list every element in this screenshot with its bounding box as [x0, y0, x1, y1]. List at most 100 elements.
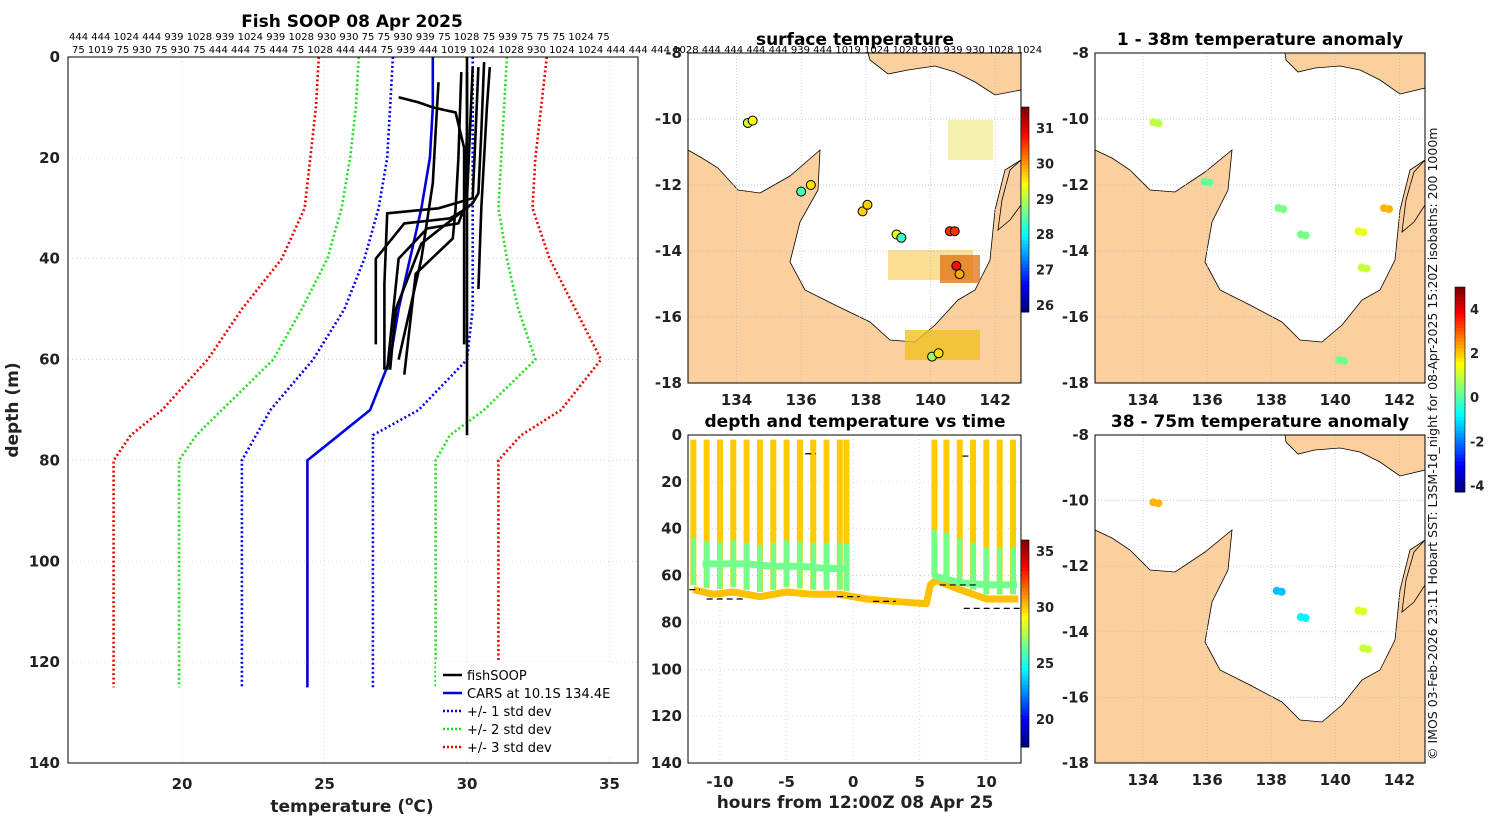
profile-line-fishsoop: [398, 96, 466, 345]
surface-xtick-label: 136: [785, 391, 816, 409]
profile-ytick-label: 100: [29, 552, 60, 570]
profile-axes-box: [67, 56, 639, 764]
time-cbar-segment: [1021, 681, 1029, 686]
time-xtick-label: -10: [706, 773, 733, 791]
time-cbar-segment: [1021, 640, 1029, 644]
time-cbar-segment: [1021, 736, 1029, 741]
surface-cbar-segment: [1021, 305, 1029, 310]
profile-line-fishsoop: [477, 67, 492, 290]
time-panel: depth and temperature vs time -10 -5 0 5 100…: [651, 412, 1054, 813]
time-cbar-segment: [1021, 553, 1029, 558]
time-cbar-segment: [1021, 577, 1029, 582]
surface-cbar-segment: [1021, 141, 1029, 146]
time-ytick-label: 60: [661, 567, 682, 585]
time-cbar-segment: [1021, 543, 1029, 548]
time-cbar-segment: [1021, 671, 1029, 676]
time-cbar-segment: [1021, 602, 1029, 607]
profile-legend: fishSOOP CARS at 10.1S 134.4E +/- 1 std …: [436, 662, 611, 756]
anom2-ticks: 134 136 138 140 142 -8 -10 -12 -14 -16 -18: [1062, 426, 1415, 789]
anom-cbar-tick: -4: [1470, 479, 1484, 494]
legend-label-std1: +/- 1 std dev: [467, 705, 552, 720]
anom2-xtick-label: 136: [1191, 771, 1222, 789]
legend-label-std3: +/- 3 std dev: [467, 741, 552, 756]
time-cbar-segment: [1021, 626, 1029, 631]
surface-xtick-label: 138: [850, 391, 881, 409]
time-cbar-segment: [1021, 615, 1029, 620]
surface-cbar-segment: [1021, 206, 1029, 210]
time-cbar-segment: [1021, 715, 1029, 720]
profile-line-std1: [371, 57, 475, 688]
profile-ticks: 20 25 30 35 0 20 40 60 80 100 120 140: [29, 48, 620, 793]
anom-cbar-segment: [1455, 420, 1465, 425]
anom-cbar-segment: [1455, 355, 1465, 360]
profile-lines: [112, 56, 603, 688]
surface-cbar-tick: 26: [1036, 299, 1054, 314]
anom-cbar-segment: [1455, 324, 1465, 329]
anom-cbar-segment: [1455, 427, 1465, 431]
surface-point: [857, 206, 868, 217]
surface-colorbar: 31 30 29 28 27 26: [1020, 106, 1054, 314]
time-cbar-segment: [1021, 540, 1029, 544]
time-cbar-segment: [1021, 733, 1029, 738]
surface-cbar-segment: [1021, 134, 1029, 139]
surface-cbar-segment: [1021, 301, 1029, 306]
anom-cbar-segment: [1455, 464, 1465, 469]
anom-cbar-segment: [1455, 365, 1465, 370]
surface-ytick-label: -12: [655, 176, 682, 194]
profile-xtick-label: 25: [314, 775, 335, 793]
time-cbar-segment: [1021, 657, 1029, 662]
surface-points: [742, 115, 965, 362]
anom-cbar-segment: [1455, 310, 1465, 315]
time-cbar-segment: [1021, 557, 1029, 562]
anom-cbar-segment: [1455, 471, 1465, 476]
surface-cbar-segment: [1021, 271, 1029, 275]
surface-xtick-label: 142: [979, 391, 1010, 409]
anom-cbar-segment: [1455, 290, 1465, 295]
anom-cbar-segment: [1455, 423, 1465, 428]
time-cbar-segment: [1021, 643, 1029, 648]
profile-xlabel-end: C): [413, 797, 433, 817]
surface-cbar-segment: [1021, 124, 1029, 128]
anom1-point: [1301, 231, 1310, 240]
anom-cbar-segment: [1455, 488, 1465, 493]
anom-cbar-segment: [1455, 300, 1465, 305]
time-xtick-label: -5: [778, 773, 795, 791]
legend-label-fishsoop: fishSOOP: [467, 669, 527, 684]
anom-cbar-segment: [1455, 444, 1465, 449]
anom1-xtick-label: 142: [1384, 391, 1415, 409]
surface-cbar-segment: [1021, 195, 1029, 200]
anom-cbar-segment: [1455, 485, 1465, 490]
anom2-point: [1277, 587, 1286, 596]
anom1-point: [1279, 205, 1288, 214]
anom2-land-south: [1094, 529, 1426, 764]
profile-ytick-label: 60: [39, 351, 60, 369]
surface-cbar-segment: [1021, 107, 1029, 111]
surface-ytick-label: -16: [655, 308, 682, 326]
surface-cbar-segment: [1021, 236, 1029, 241]
time-cbar-segment: [1021, 660, 1029, 665]
time-ytick-label: 20: [661, 473, 682, 491]
anom2-points: [1149, 498, 1373, 654]
profile-xtick-label: 30: [457, 775, 478, 793]
anom-cbar-segment: [1455, 399, 1465, 404]
anom-cbar-segment: [1455, 406, 1465, 411]
anom-cbar-segment: [1455, 396, 1465, 401]
time-cbar-segment: [1021, 695, 1029, 700]
time-cbar-segment: [1021, 636, 1029, 641]
anom-cbar-segment: [1455, 430, 1465, 435]
surface-ytick-label: -14: [655, 242, 682, 260]
time-xtick-label: 5: [915, 773, 925, 791]
time-cbar-segment: [1021, 709, 1029, 713]
anom2-ytick-label: -12: [1062, 557, 1089, 575]
anom-cbar-segment: [1455, 338, 1465, 343]
time-cbar-segment: [1021, 595, 1029, 600]
profile-ytick-label: 40: [39, 250, 60, 268]
anom2-xtick-label: 134: [1127, 771, 1158, 789]
anom-cbar-segment: [1455, 454, 1465, 459]
time-trace-deep: [692, 576, 1019, 608]
profile-line-fishsoop: [374, 67, 474, 345]
time-cbar-segment: [1021, 588, 1029, 593]
time-cbar-tick: 35: [1036, 545, 1054, 560]
time-title: depth and temperature vs time: [705, 412, 1006, 432]
